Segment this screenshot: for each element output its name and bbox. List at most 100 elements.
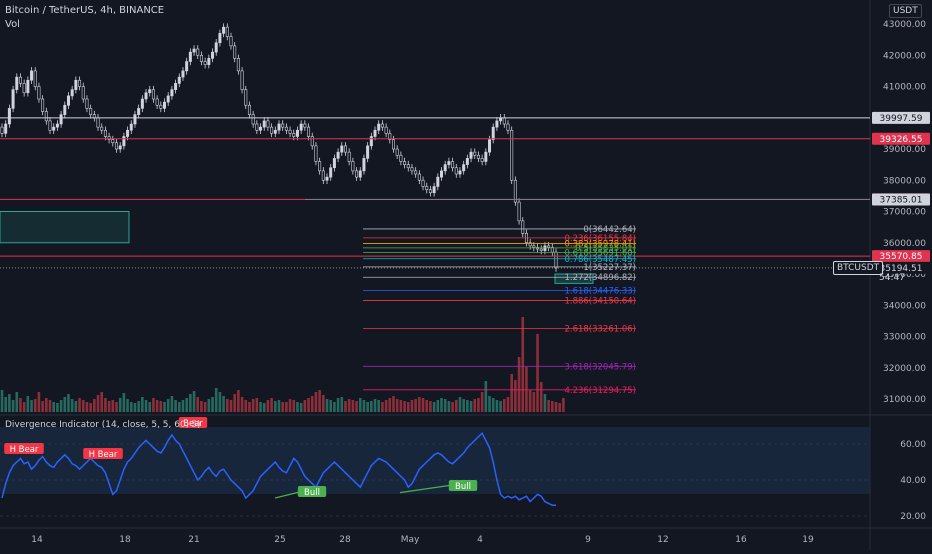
- candle-body: [362, 158, 366, 172]
- candle-body: [103, 129, 107, 137]
- volume-bar: [358, 398, 362, 412]
- volume-bar: [325, 399, 329, 412]
- candle-body: [100, 126, 104, 131]
- divergence-label-bg: [448, 480, 478, 491]
- fib-level-label: 1.886(34150.64): [564, 297, 636, 307]
- volume-bar: [225, 399, 229, 412]
- price-level-tag: [872, 250, 930, 263]
- candle-body: [244, 89, 248, 106]
- candle-body: [59, 114, 63, 125]
- volume-bar: [539, 382, 543, 412]
- candle-body: [513, 179, 517, 203]
- volume-bar: [528, 390, 532, 412]
- volume-bar: [248, 402, 251, 412]
- candle-body: [15, 76, 19, 90]
- volume-bar: [111, 400, 115, 412]
- candle-body: [539, 248, 543, 251]
- volume-bar: [366, 402, 369, 412]
- volume-bar: [299, 403, 303, 412]
- candle-body: [144, 92, 148, 100]
- candle-body: [122, 136, 126, 147]
- y-tick-label: 42000.00: [883, 51, 926, 61]
- x-tick-label: 19: [802, 535, 814, 545]
- divergence-label: H Bear: [10, 445, 39, 455]
- volume-bar: [436, 400, 440, 412]
- candle-body: [177, 76, 181, 84]
- volume-bar: [214, 388, 218, 412]
- volume-bar: [185, 398, 188, 412]
- candle-body: [284, 126, 288, 131]
- candle-body: [166, 95, 170, 103]
- volume-bar: [347, 399, 351, 412]
- y-tick-label: 39000.00: [883, 145, 926, 155]
- volume-bar: [381, 402, 384, 412]
- volume-bar: [373, 399, 377, 412]
- volume-bar: [340, 397, 344, 412]
- volume-bar: [421, 398, 425, 412]
- fib-level-label: 2.618(33261.06): [564, 324, 636, 334]
- candle-body: [0, 126, 4, 134]
- candle-body: [118, 145, 122, 150]
- candle-body: [547, 245, 551, 248]
- candle-body: [528, 242, 532, 247]
- fib-level-label: 1.618(34476.33): [564, 286, 636, 296]
- volume-bar: [89, 403, 92, 412]
- volume-bar: [336, 398, 340, 412]
- volume-bar: [244, 400, 248, 412]
- volume-bar: [196, 397, 200, 412]
- volume-bar: [536, 334, 539, 412]
- fib-level-label: 3.618(32045.79): [564, 362, 636, 372]
- volume-bar: [63, 397, 67, 412]
- candle-body: [391, 139, 395, 150]
- y-tick-label: 36000.00: [883, 239, 926, 249]
- volume-bar: [377, 400, 381, 412]
- candle-body: [55, 123, 59, 128]
- volume-bar: [262, 403, 266, 412]
- price-level-label: 35194.51: [880, 264, 923, 274]
- divergence-label: Bull: [304, 488, 320, 498]
- candle-body: [251, 114, 255, 125]
- osc-tick-label: 60.00: [900, 440, 926, 450]
- candle-body: [495, 120, 499, 128]
- candle-body: [266, 120, 270, 128]
- divergence-label: Bear: [183, 419, 203, 429]
- volume-bar: [333, 402, 336, 412]
- candle-body: [229, 36, 233, 47]
- candle-body: [373, 129, 377, 137]
- divergence-label-bg: [297, 486, 327, 497]
- candle-body: [336, 151, 340, 159]
- volume-bar: [355, 401, 358, 412]
- volume-bar: [22, 402, 26, 412]
- currency-label[interactable]: USDT: [889, 4, 922, 18]
- volume-bar: [344, 401, 347, 412]
- volume-label: Vol: [5, 19, 20, 30]
- volume-bar: [477, 398, 480, 412]
- volume-bar: [395, 399, 399, 412]
- candle-body: [78, 79, 82, 87]
- candle-body: [11, 89, 15, 109]
- candle-body: [318, 161, 322, 172]
- volume-bar: [329, 400, 333, 412]
- candle-body: [428, 189, 432, 194]
- candle-body: [192, 48, 196, 53]
- candle-body: [148, 89, 152, 94]
- candle-body: [384, 126, 388, 134]
- volume-bar: [510, 374, 513, 412]
- volume-bar: [406, 402, 410, 412]
- divergence-label: H Bear: [89, 450, 118, 460]
- candle-body: [292, 133, 296, 137]
- x-tick-label: 16: [735, 535, 747, 545]
- volume-bar: [506, 397, 510, 412]
- candle-body: [502, 117, 506, 125]
- candle-body: [70, 89, 74, 97]
- candle-body: [159, 104, 163, 109]
- candle-body: [414, 170, 418, 175]
- volume-bar: [296, 402, 299, 412]
- volume-bar: [11, 400, 15, 412]
- candle-body: [52, 126, 56, 131]
- candle-body: [484, 151, 488, 162]
- candle-body: [74, 79, 78, 90]
- volume-bar: [384, 400, 388, 412]
